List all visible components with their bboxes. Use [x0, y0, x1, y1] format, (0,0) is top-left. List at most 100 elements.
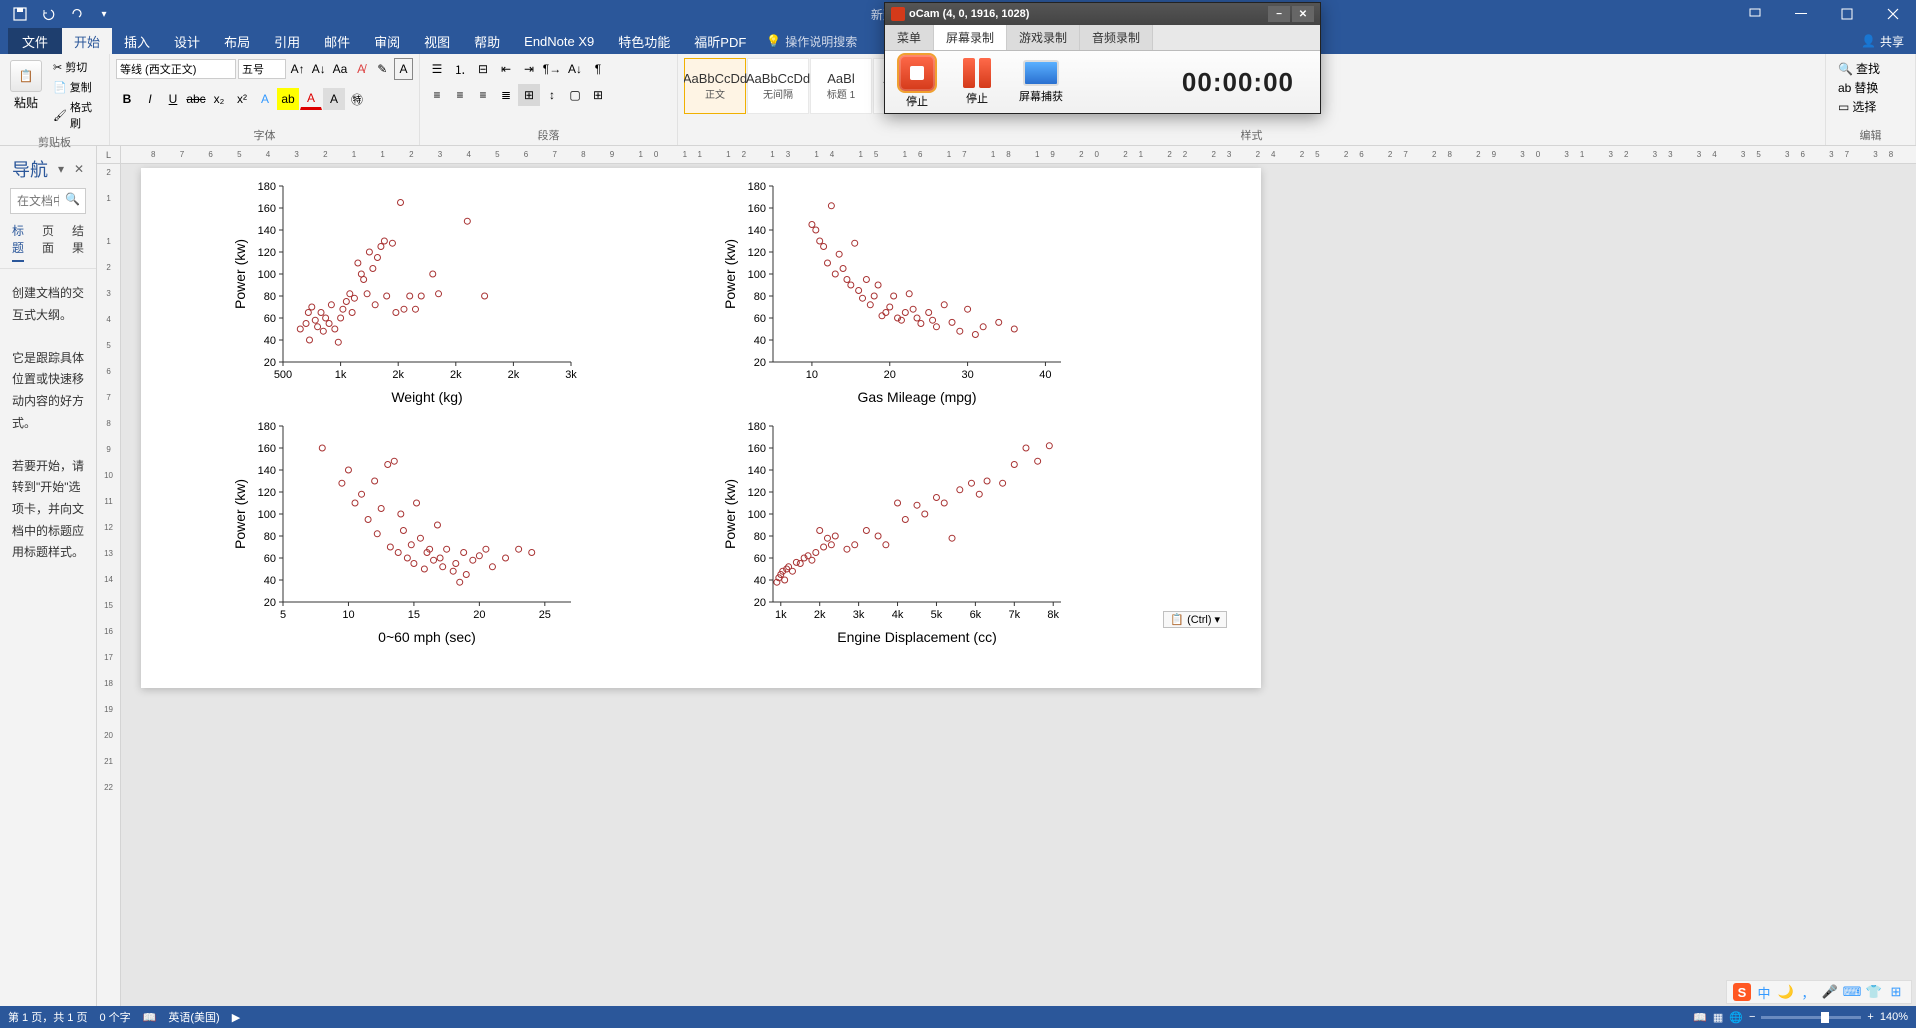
nav-tab-headings[interactable]: 标题: [12, 222, 24, 262]
ime-cn-icon[interactable]: 中: [1755, 983, 1773, 1001]
ocam-minimize-icon[interactable]: −: [1268, 6, 1290, 22]
show-marks-button[interactable]: ¶: [587, 58, 609, 80]
subscript-button[interactable]: x₂: [208, 88, 230, 110]
borders-button[interactable]: ⊞: [587, 84, 609, 106]
tab-view[interactable]: 视图: [412, 28, 462, 54]
grow-font-button[interactable]: A↑: [288, 58, 307, 80]
highlight-button[interactable]: ab: [277, 88, 299, 110]
align-right-button[interactable]: ≡: [472, 84, 494, 106]
ocam-tab-menu[interactable]: 菜单: [885, 25, 934, 50]
decrease-indent-button[interactable]: ⇤: [495, 58, 517, 80]
macro-icon[interactable]: ▶: [232, 1011, 240, 1024]
char-shading-button[interactable]: A: [323, 88, 345, 110]
strike-button[interactable]: abc: [185, 88, 207, 110]
justify-button[interactable]: ≣: [495, 84, 517, 106]
char-border-button[interactable]: A: [394, 58, 413, 80]
redo-icon[interactable]: [64, 2, 88, 26]
tab-help[interactable]: 帮助: [462, 28, 512, 54]
ruler-corner[interactable]: L: [97, 146, 121, 163]
qat-customize-icon[interactable]: ▾: [92, 2, 116, 26]
page-scroll[interactable]: 204060801001201401601805001k2k2k2k3kWeig…: [121, 164, 1916, 1006]
ime-toolbox-icon[interactable]: ⊞: [1887, 983, 1905, 1001]
share-button[interactable]: 👤 共享: [1861, 33, 1904, 50]
view-web-icon[interactable]: 🌐: [1729, 1011, 1743, 1024]
tab-file[interactable]: 文件: [8, 28, 62, 54]
ocam-tab-game[interactable]: 游戏录制: [1007, 25, 1080, 50]
underline-button[interactable]: U: [162, 88, 184, 110]
distribute-button[interactable]: ⊞: [518, 84, 540, 106]
ime-skin-icon[interactable]: 👕: [1865, 983, 1883, 1001]
align-center-button[interactable]: ≡: [449, 84, 471, 106]
style-item[interactable]: AaBbCcDd无间隔: [747, 58, 809, 114]
search-icon[interactable]: 🔍: [65, 192, 80, 206]
tab-review[interactable]: 审阅: [362, 28, 412, 54]
ribbon-options-icon[interactable]: [1732, 0, 1778, 28]
nav-tab-pages[interactable]: 页面: [42, 222, 54, 262]
tab-design[interactable]: 设计: [162, 28, 212, 54]
tab-feature[interactable]: 特色功能: [606, 28, 682, 54]
close-icon[interactable]: [1870, 0, 1916, 28]
font-size-select[interactable]: [238, 59, 286, 79]
view-read-icon[interactable]: 📖: [1693, 1011, 1707, 1024]
line-spacing-button[interactable]: ↕: [541, 84, 563, 106]
ocam-tab-audio[interactable]: 音频录制: [1080, 25, 1153, 50]
style-item[interactable]: AaBl标题 1: [810, 58, 872, 114]
replace-button[interactable]: ab替换: [1838, 79, 1903, 96]
enclose-char-button[interactable]: ㊕: [346, 88, 368, 110]
tab-fuxin[interactable]: 福昕PDF: [682, 28, 758, 54]
save-icon[interactable]: [8, 2, 32, 26]
font-color-button[interactable]: A: [300, 88, 322, 110]
ltr-button[interactable]: ¶→: [541, 58, 563, 80]
multilevel-button[interactable]: ⊟: [472, 58, 494, 80]
align-left-button[interactable]: ≡: [426, 84, 448, 106]
sort-button[interactable]: A↓: [564, 58, 586, 80]
increase-indent-button[interactable]: ⇥: [518, 58, 540, 80]
shrink-font-button[interactable]: A↓: [309, 58, 328, 80]
italic-button[interactable]: I: [139, 88, 161, 110]
zoom-level[interactable]: 140%: [1880, 1011, 1908, 1023]
spellcheck-icon[interactable]: 📖: [143, 1011, 157, 1024]
tab-references[interactable]: 引用: [262, 28, 312, 54]
font-name-select[interactable]: [116, 59, 236, 79]
tab-insert[interactable]: 插入: [112, 28, 162, 54]
ocam-pause-button[interactable]: 停止: [963, 58, 991, 106]
ocam-close-icon[interactable]: ✕: [1292, 6, 1314, 22]
paste-options-button[interactable]: 📋 (Ctrl) ▾: [1163, 611, 1227, 628]
ocam-capture-button[interactable]: 屏幕捕获: [1019, 60, 1063, 104]
text-effects-button[interactable]: A: [254, 88, 276, 110]
tab-home[interactable]: 开始: [62, 28, 112, 54]
change-case-button[interactable]: Aa: [330, 58, 349, 80]
zoom-out-icon[interactable]: −: [1749, 1011, 1755, 1023]
status-words[interactable]: 0 个字: [99, 1009, 130, 1025]
ocam-titlebar[interactable]: oCam (4, 0, 1916, 1028) − ✕: [885, 3, 1320, 25]
bold-button[interactable]: B: [116, 88, 138, 110]
zoom-slider[interactable]: [1761, 1016, 1861, 1019]
minimize-icon[interactable]: [1778, 0, 1824, 28]
superscript-button[interactable]: x²: [231, 88, 253, 110]
nav-dropdown-icon[interactable]: ▾: [58, 162, 64, 176]
find-button[interactable]: 🔍查找: [1838, 60, 1903, 77]
paste-button[interactable]: 📋 粘贴: [6, 58, 46, 132]
style-item[interactable]: AaBbCcDd正文: [684, 58, 746, 114]
copy-button[interactable]: 📄复制: [50, 78, 103, 96]
ime-toolbar[interactable]: S 中 🌙 ， 🎤 ⌨ 👕 ⊞: [1726, 980, 1912, 1004]
undo-icon[interactable]: [36, 2, 60, 26]
sogou-icon[interactable]: S: [1733, 983, 1751, 1001]
tab-mailings[interactable]: 邮件: [312, 28, 362, 54]
tab-layout[interactable]: 布局: [212, 28, 262, 54]
tab-endnote[interactable]: EndNote X9: [512, 28, 606, 54]
zoom-in-icon[interactable]: +: [1867, 1011, 1873, 1023]
view-print-icon[interactable]: ▦: [1713, 1011, 1723, 1024]
ime-moon-icon[interactable]: 🌙: [1777, 983, 1795, 1001]
clear-format-button[interactable]: A̸: [352, 58, 371, 80]
ocam-window[interactable]: oCam (4, 0, 1916, 1028) − ✕ 菜单 屏幕录制 游戏录制…: [884, 2, 1321, 114]
ime-mic-icon[interactable]: 🎤: [1821, 983, 1839, 1001]
maximize-icon[interactable]: [1824, 0, 1870, 28]
status-page[interactable]: 第 1 页，共 1 页: [8, 1009, 87, 1025]
nav-close-icon[interactable]: ✕: [74, 162, 84, 176]
horizontal-ruler[interactable]: L 8 7 6 5 4 3 2 1 1 2 3 4 5 6 7 8 9 10 1…: [97, 146, 1916, 164]
ime-keyboard-icon[interactable]: ⌨: [1843, 983, 1861, 1001]
ime-punct-icon[interactable]: ，: [1799, 983, 1817, 1001]
tell-me-search[interactable]: 💡 操作说明搜索: [766, 33, 857, 50]
select-button[interactable]: ▭选择: [1838, 98, 1903, 115]
